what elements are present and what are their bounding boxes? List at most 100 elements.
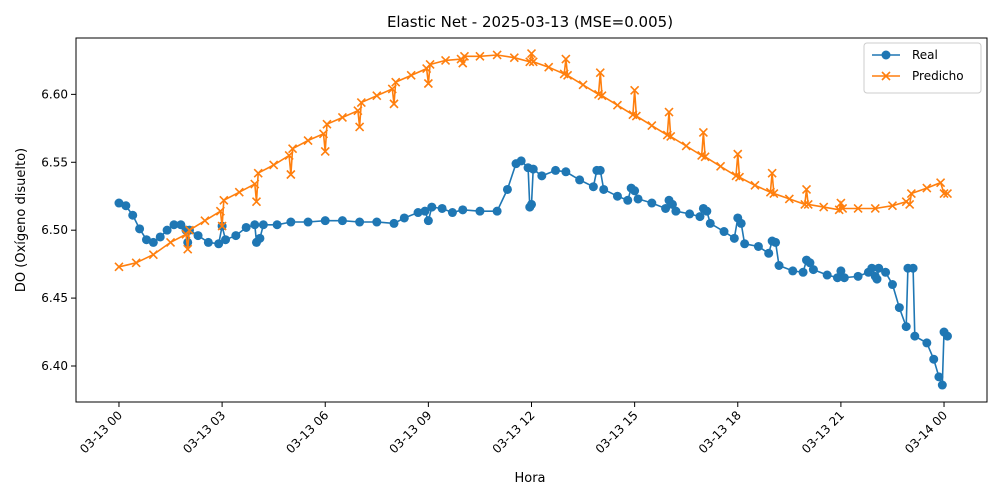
- data-point-real: [922, 338, 932, 348]
- data-point-predicho: [750, 180, 760, 190]
- data-point-real: [221, 235, 231, 245]
- data-point-real: [832, 273, 842, 283]
- data-point-predicho: [906, 188, 916, 199]
- data-point-real: [588, 182, 598, 192]
- data-point-real: [355, 217, 365, 227]
- data-point-real: [836, 266, 846, 276]
- data-point-real: [599, 184, 609, 194]
- data-point-real: [612, 191, 622, 201]
- data-point-predicho: [440, 55, 451, 65]
- data-point-real: [255, 233, 265, 243]
- data-point-predicho: [286, 169, 296, 180]
- data-point-predicho: [800, 199, 810, 209]
- data-point-predicho: [215, 206, 225, 216]
- data-point-predicho: [353, 106, 363, 116]
- y-axis-label: DO (Oxígeno disuelto): [14, 148, 29, 292]
- data-point-predicho: [942, 188, 953, 199]
- data-point-real: [114, 198, 124, 208]
- data-point-real: [447, 208, 457, 218]
- data-point-real: [527, 199, 536, 209]
- data-point-real: [661, 203, 671, 213]
- legend-predicho-marker: [881, 71, 891, 81]
- data-point-predicho: [528, 57, 538, 67]
- y-tick-label: 6.55: [41, 155, 68, 169]
- plot-area: [75, 37, 988, 403]
- data-point-predicho: [561, 54, 571, 64]
- data-point-predicho: [253, 168, 263, 178]
- data-point-predicho: [563, 70, 573, 80]
- data-point-real: [788, 266, 798, 276]
- data-point-predicho: [356, 97, 366, 108]
- data-point-predicho: [734, 172, 745, 182]
- data-point-real: [798, 267, 808, 277]
- data-point-predicho: [389, 99, 399, 109]
- x-axis: 03-13 00 03-13 03 03-13 06 03-13 09 03-13 12…: [77, 402, 950, 456]
- x-tick-label: 03-13 21: [799, 408, 847, 456]
- data-point-predicho: [337, 112, 347, 123]
- data-point-predicho: [425, 59, 435, 70]
- data-point-predicho: [200, 216, 210, 226]
- data-point-real: [702, 206, 712, 216]
- data-point-predicho: [698, 127, 708, 137]
- data-point-predicho: [288, 144, 298, 154]
- legend: Real Predicho: [863, 42, 982, 94]
- data-point-predicho: [131, 258, 141, 268]
- data-point-real: [528, 164, 538, 174]
- series-predicho-line: [118, 53, 948, 268]
- data-point-real: [516, 156, 526, 166]
- data-point-real: [502, 184, 512, 194]
- data-point-real: [128, 210, 138, 220]
- series-predicho-markers: [114, 49, 953, 272]
- data-point-predicho: [320, 146, 330, 156]
- data-point-predicho: [525, 57, 535, 67]
- data-point-predicho: [905, 199, 915, 209]
- legend-real-label: Real: [912, 48, 938, 62]
- data-point-predicho: [355, 122, 365, 132]
- data-point-predicho: [269, 160, 279, 170]
- data-point-real: [303, 217, 313, 227]
- data-point-real: [853, 271, 863, 281]
- data-point-predicho: [647, 121, 657, 131]
- data-point-real: [155, 232, 165, 242]
- data-point-predicho: [148, 250, 158, 260]
- data-point-predicho: [284, 150, 294, 161]
- data-point-predicho: [733, 149, 743, 159]
- data-point-predicho: [544, 62, 554, 72]
- data-point-predicho: [700, 152, 710, 162]
- data-point-real: [427, 202, 437, 212]
- data-point-predicho: [716, 161, 726, 171]
- data-point-real: [839, 273, 849, 283]
- x-tick-label: 03-13 00: [77, 408, 125, 456]
- y-tick-label: 6.60: [41, 87, 68, 101]
- data-point-real: [258, 220, 268, 230]
- data-point-real: [372, 217, 382, 227]
- y-tick-label: 6.45: [41, 291, 68, 305]
- data-point-predicho: [165, 237, 176, 247]
- series-real-markers: [114, 156, 952, 390]
- data-point-predicho: [922, 183, 932, 193]
- data-point-real: [475, 206, 485, 216]
- data-point-real: [413, 208, 423, 218]
- data-point-predicho: [801, 184, 812, 195]
- data-point-predicho: [318, 129, 329, 139]
- data-point-real: [685, 209, 695, 219]
- y-tick-label: 6.50: [41, 223, 68, 237]
- data-point-real: [719, 227, 729, 237]
- data-point-real: [320, 216, 330, 226]
- data-point-real: [231, 231, 241, 241]
- data-point-predicho: [784, 194, 794, 204]
- data-point-real: [942, 331, 952, 341]
- data-point-real: [894, 303, 904, 313]
- data-point-predicho: [939, 188, 949, 199]
- data-point-predicho: [666, 131, 676, 142]
- series-layer: [114, 49, 953, 390]
- data-point-real: [764, 248, 774, 258]
- legend-entries: Real Predicho: [872, 48, 964, 83]
- x-tick-label: 03-14 00: [902, 408, 950, 456]
- data-point-real: [623, 195, 633, 205]
- data-point-real: [423, 216, 433, 226]
- data-point-real: [148, 237, 158, 247]
- data-point-predicho: [767, 168, 777, 178]
- data-point-real: [671, 206, 681, 216]
- data-point-predicho: [458, 58, 468, 68]
